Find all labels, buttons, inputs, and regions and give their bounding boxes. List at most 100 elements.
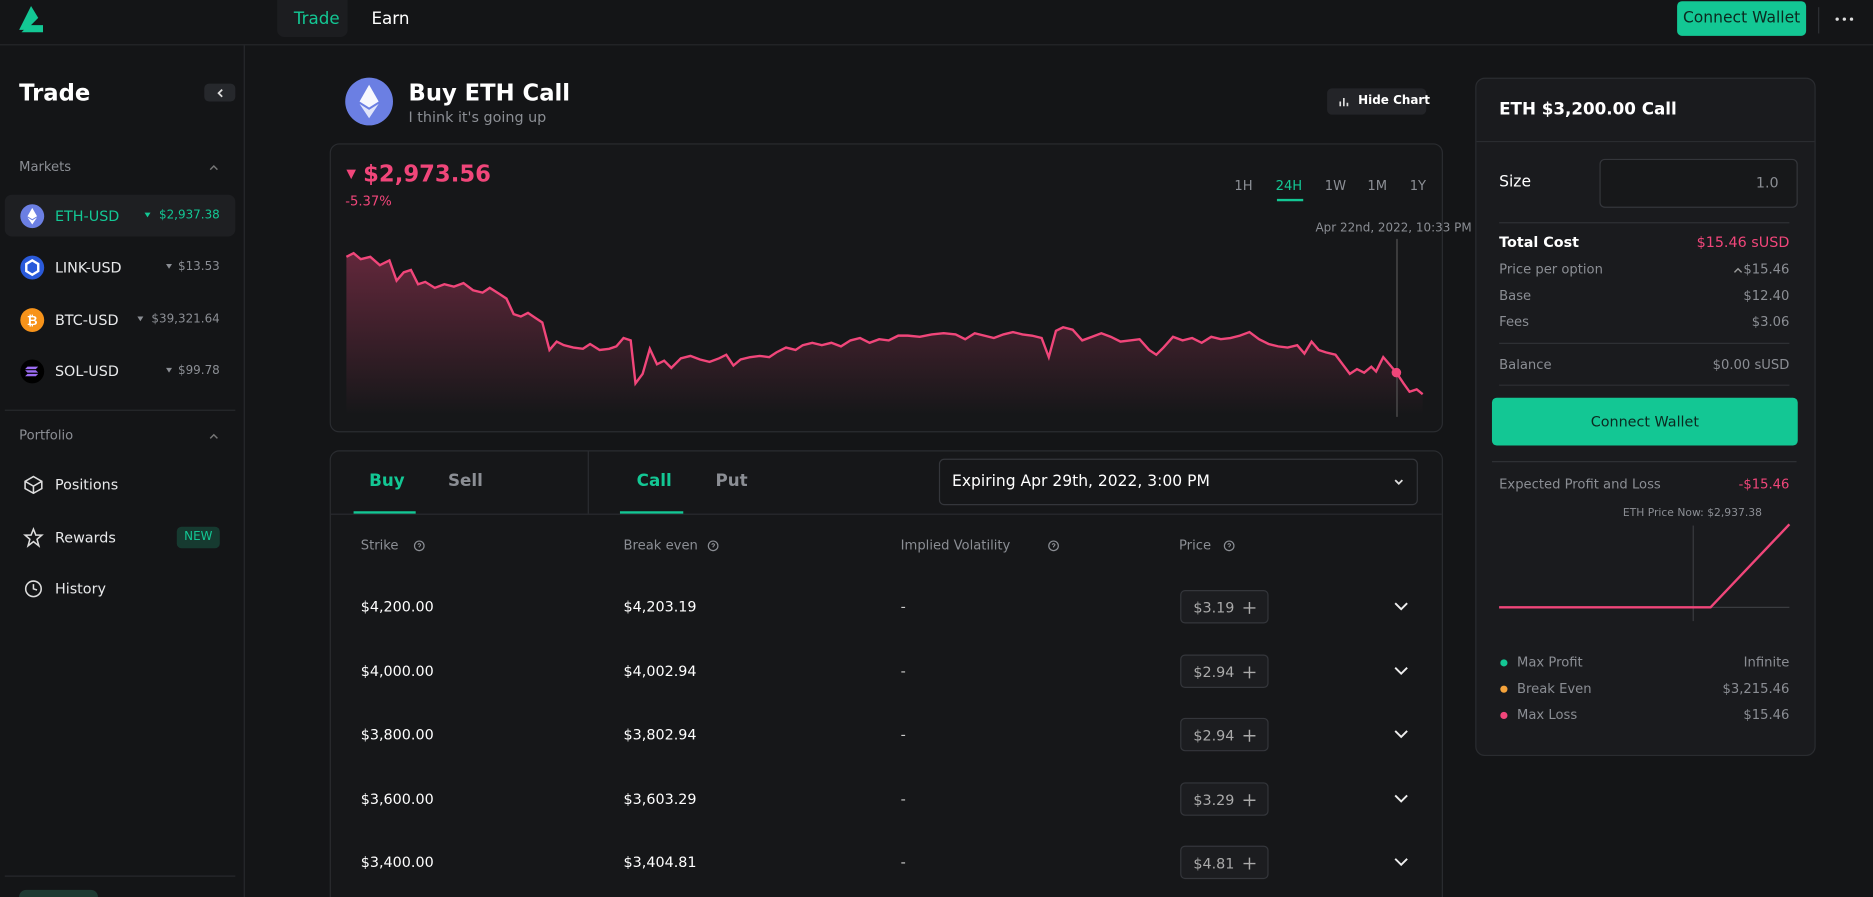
legend-value: $3,215.46 — [1722, 680, 1790, 697]
market-symbol[interactable]: BTC-USD — [54, 311, 119, 329]
down-triangle — [137, 316, 144, 322]
plus-icon — [1243, 601, 1256, 614]
order-value: $15.46 — [1743, 261, 1790, 278]
legend-label: Max Loss — [1517, 707, 1578, 723]
market-symbol[interactable]: LINK-USD — [54, 259, 122, 276]
market-symbol[interactable]: ETH-USD — [54, 207, 120, 225]
hide-chart-label[interactable]: Hide Chart — [1358, 94, 1431, 108]
row-expand[interactable] — [1394, 858, 1408, 868]
logo[interactable] — [17, 4, 46, 35]
info-icon — [1047, 540, 1059, 552]
chevron-up — [209, 165, 218, 171]
down-triangle — [144, 212, 151, 218]
plus-icon — [1243, 794, 1256, 807]
price-now-label: ETH Price Now: $2,937.38 — [1622, 507, 1762, 520]
size-label: Size — [1499, 173, 1532, 192]
kind-tab[interactable]: Put — [715, 471, 748, 491]
nav-tab-active-bg — [277, 0, 348, 38]
nav-tab[interactable]: Earn — [371, 9, 410, 29]
size-input[interactable]: 1.0 — [1755, 174, 1779, 192]
range-tab[interactable]: 1W — [1324, 177, 1347, 194]
table-cell: $4,000.00 — [360, 662, 434, 680]
legend-label: Max Profit — [1517, 654, 1583, 671]
price-value: $2.94 — [1193, 727, 1235, 745]
kind-tab[interactable]: Call — [636, 471, 672, 491]
price-value: $3.29 — [1193, 791, 1235, 809]
plus-icon — [1243, 857, 1256, 870]
row-expand[interactable] — [1394, 730, 1408, 740]
more-menu[interactable] — [1828, 13, 1864, 25]
portfolio-icon — [24, 580, 42, 598]
column-header: Break even — [623, 537, 698, 554]
row-expand[interactable] — [1394, 794, 1408, 804]
sidebar-title: Trade — [19, 80, 91, 107]
plus-icon — [1243, 666, 1256, 679]
page-title: Buy ETH Call — [408, 80, 571, 107]
side-tab[interactable]: Sell — [447, 471, 483, 491]
row-expand[interactable] — [1394, 666, 1408, 676]
market-price[interactable]: $99.78 — [177, 364, 220, 378]
info-icon — [413, 540, 425, 552]
market-price[interactable]: $39,321.64 — [151, 312, 220, 327]
chevron-left — [217, 88, 223, 98]
side-tab[interactable]: Buy — [369, 471, 405, 491]
price-value: $2.94 — [1193, 664, 1235, 681]
range-tab[interactable]: 1H — [1234, 177, 1253, 194]
order-label: Base — [1499, 287, 1532, 304]
price-button[interactable]: $3.29 — [1180, 782, 1270, 816]
range-tab[interactable]: 1Y — [1409, 177, 1427, 194]
price-button[interactable]: $2.94 — [1180, 654, 1270, 688]
section-label: Markets — [19, 158, 72, 175]
order-label: Total Cost — [1499, 234, 1580, 251]
table-cell: $3,600.00 — [360, 790, 434, 808]
order-value: $15.46 sUSD — [1696, 234, 1790, 251]
price-area — [346, 253, 1423, 415]
price-value: $3.19 — [1193, 599, 1235, 617]
price-line — [345, 251, 1424, 396]
portfolio-item[interactable]: Positions — [54, 476, 119, 494]
table-cell: $3,800.00 — [360, 726, 434, 743]
table-cell: - — [900, 598, 906, 616]
connect-wallet-button[interactable]: Connect Wallet — [1677, 1, 1807, 36]
order-value: $3.06 — [1751, 314, 1790, 330]
section-label: Portfolio — [19, 427, 74, 444]
market-price[interactable]: $2,937.38 — [158, 209, 220, 223]
portfolio-item[interactable]: Rewards — [54, 529, 116, 546]
market-symbol[interactable]: SOL-USD — [54, 363, 119, 380]
market-icon: ₿ — [20, 308, 45, 333]
range-tab[interactable]: 24H — [1275, 177, 1303, 194]
table-cell: $3,400.00 — [360, 854, 434, 871]
order-title: ETH $3,200.00 Call — [1499, 100, 1677, 120]
info-icon — [1223, 540, 1235, 552]
price-button[interactable]: $3.19 — [1180, 590, 1270, 624]
row-expand[interactable] — [1394, 602, 1408, 612]
nav-tab[interactable]: Trade — [293, 9, 340, 29]
table-cell: $3,404.81 — [623, 854, 697, 871]
legend-value: $15.46 — [1743, 707, 1790, 723]
market-price[interactable]: $13.53 — [177, 260, 220, 274]
expiry-select[interactable]: Expiring Apr 29th, 2022, 3:00 PM — [952, 472, 1210, 491]
market-icon — [20, 255, 45, 280]
table-cell: $3,603.29 — [623, 790, 697, 808]
connect-wallet-button[interactable]: Connect Wallet — [1491, 397, 1798, 446]
balance-value: $0.00 sUSD — [1712, 357, 1790, 373]
info-icon — [707, 540, 719, 552]
current-price: $2,973.56 — [363, 161, 491, 188]
pnl-label: Expected Profit and Loss — [1499, 476, 1661, 493]
portfolio-icon — [23, 527, 44, 548]
price-button[interactable]: $4.81 — [1180, 845, 1270, 880]
market-icon — [20, 359, 45, 384]
eth-icon — [345, 77, 393, 126]
portfolio-item[interactable]: History — [54, 580, 106, 598]
table-cell: - — [900, 726, 906, 743]
table-cell: - — [900, 854, 906, 871]
pnl-value: -$15.46 — [1738, 476, 1790, 493]
range-tab[interactable]: 1M — [1367, 177, 1388, 194]
table-cell: $4,002.94 — [623, 662, 697, 680]
price-button[interactable]: $2.94 — [1180, 717, 1270, 752]
price-value: $4.81 — [1193, 855, 1235, 872]
down-triangle — [166, 367, 173, 373]
